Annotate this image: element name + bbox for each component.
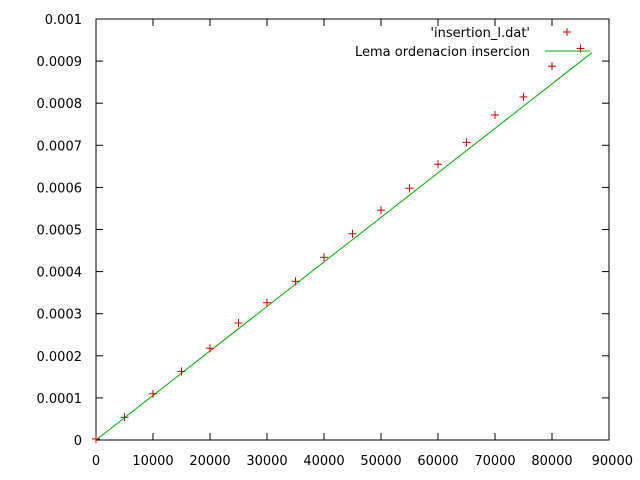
x-tick-label: 70000 (474, 454, 515, 469)
x-tick-label: 10000 (132, 454, 173, 469)
y-tick-label: 0.0009 (37, 55, 83, 70)
y-tick-label: 0.0004 (37, 266, 83, 281)
data-point (92, 434, 100, 443)
data-point (377, 206, 385, 215)
data-point (206, 344, 214, 353)
data-point (263, 298, 271, 307)
data-point (434, 160, 442, 169)
x-axis: 0 10000 20000 30000 40000 50000 60000 70000 8000… (92, 19, 633, 469)
data-point (177, 367, 186, 376)
x-tick-label: 40000 (303, 454, 344, 469)
legend-label: Lema ordenacion insercion (355, 45, 530, 60)
data-point (291, 277, 300, 286)
x-tick-label: 20000 (189, 454, 230, 469)
series-layer (92, 44, 593, 443)
data-point (120, 413, 129, 422)
y-tick-label: 0.0006 (37, 181, 83, 196)
y-tick-label: 0.0003 (37, 308, 83, 323)
x-tick-label: 90000 (592, 454, 633, 469)
y-tick-label: 0.0005 (37, 224, 83, 239)
y-tick-label: 0 (74, 434, 82, 449)
x-tick-label: 30000 (246, 454, 287, 469)
y-tick-label: 0.0002 (37, 350, 83, 365)
legend: 'insertion_l.dat' Lema ordenacion inserci… (355, 26, 590, 60)
x-tick-label: 50000 (360, 454, 401, 469)
data-point (405, 184, 414, 193)
legend-label: 'insertion_l.dat' (430, 26, 530, 41)
data-point (462, 138, 471, 147)
x-tick-label: 80000 (531, 454, 572, 469)
data-point (491, 110, 499, 119)
data-point (519, 92, 528, 101)
plot-frame (95, 18, 610, 441)
y-tick-label: 0.0001 (37, 392, 83, 407)
y-tick-label: 0.0007 (37, 139, 83, 154)
fit-line (95, 52, 593, 441)
y-tick-label: 0.001 (45, 13, 82, 28)
data-point (548, 62, 556, 71)
data-point (320, 253, 328, 262)
x-tick-label: 60000 (417, 454, 458, 469)
y-tick-label: 0.0008 (37, 97, 83, 112)
data-point (348, 229, 357, 238)
data-point (149, 389, 157, 398)
data-point (234, 318, 243, 327)
x-tick-label: 0 (92, 454, 100, 469)
legend-marker (563, 28, 571, 36)
y-axis: 0 0.0001 0.0002 0.0003 0.0004 0.0005 0.0006 0.0… (37, 13, 609, 449)
